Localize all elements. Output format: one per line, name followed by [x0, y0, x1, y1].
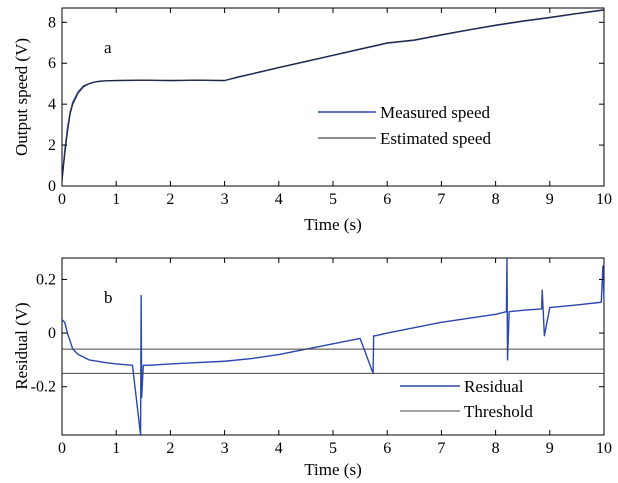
legend-label-estimated-speed: Estimated speed — [380, 129, 491, 148]
x-tick-label: 8 — [492, 440, 500, 457]
x-tick-label: 10 — [596, 440, 612, 457]
x-tick-label: 2 — [166, 191, 174, 208]
x-tick-label: 9 — [546, 191, 554, 208]
panel-b: 0 1 2 3 4 5 6 7 8 9 10 0.2 0 -0.2 b Time (s) Residua… — [12, 257, 612, 479]
x-tick-label: 1 — [112, 191, 120, 208]
x-tick-label: 10 — [596, 191, 612, 208]
panel-b-xlabel: Time (s) — [304, 460, 361, 479]
x-tick-label: 3 — [221, 191, 229, 208]
x-tick-label: 9 — [546, 440, 554, 457]
panel-a: 0 1 2 3 4 5 6 7 8 9 10 0 2 4 6 8 a Time (s) Output spe… — [12, 7, 612, 234]
panel-b-legend: Residual Threshold — [400, 377, 533, 421]
panel-b-letter: b — [104, 288, 113, 307]
series-line-estimated-speed — [61, 9, 605, 182]
x-tick-label: 5 — [329, 191, 337, 208]
legend-label-measured-speed: Measured speed — [380, 103, 490, 122]
panel-a-axes-frame — [61, 7, 605, 187]
legend-label-threshold: Threshold — [464, 402, 533, 421]
x-tick-label: 8 — [492, 191, 500, 208]
x-tick-label: 0 — [58, 191, 66, 208]
y-tick-label: 6 — [48, 55, 56, 72]
x-tick-label: 6 — [383, 440, 391, 457]
panel-b-yticks: 0.2 0 -0.2 — [31, 271, 604, 396]
panel-a-legend: Measured speed Estimated speed — [318, 103, 491, 148]
series-line-residual — [61, 257, 605, 436]
panel-a-yticks: 0 2 4 6 8 — [48, 14, 604, 195]
legend-label-residual: Residual — [464, 377, 524, 396]
x-tick-label: 7 — [437, 191, 445, 208]
x-tick-label: 6 — [383, 191, 391, 208]
x-tick-label: 7 — [437, 440, 445, 457]
x-tick-label: 1 — [112, 440, 120, 457]
y-tick-label: 0 — [48, 178, 56, 195]
y-tick-label: 0.2 — [36, 271, 56, 288]
y-tick-label: 4 — [48, 96, 56, 113]
panel-b-ylabel: Residual (V) — [12, 302, 31, 389]
y-tick-label: 2 — [48, 137, 56, 154]
y-tick-label: 0 — [48, 325, 56, 342]
y-tick-label: 8 — [48, 14, 56, 31]
panel-a-ylabel: Output speed (V) — [12, 38, 31, 156]
x-tick-label: 3 — [221, 440, 229, 457]
x-tick-label: 5 — [329, 440, 337, 457]
panel-a-lines — [61, 9, 605, 182]
x-tick-label: 2 — [166, 440, 174, 457]
panel-b-xticks: 0 1 2 3 4 5 6 7 8 9 10 — [58, 258, 612, 457]
panel-a-xlabel: Time (s) — [304, 215, 361, 234]
y-tick-label: -0.2 — [31, 379, 56, 396]
x-tick-label: 4 — [275, 191, 283, 208]
panel-a-letter: a — [104, 38, 112, 57]
panel-b-lines — [61, 257, 605, 436]
series-line-measured-speed — [61, 9, 605, 180]
panel-a-xticks: 0 1 2 3 4 5 6 7 8 9 10 — [58, 8, 612, 208]
x-tick-label: 4 — [275, 440, 283, 457]
x-tick-label: 0 — [58, 440, 66, 457]
